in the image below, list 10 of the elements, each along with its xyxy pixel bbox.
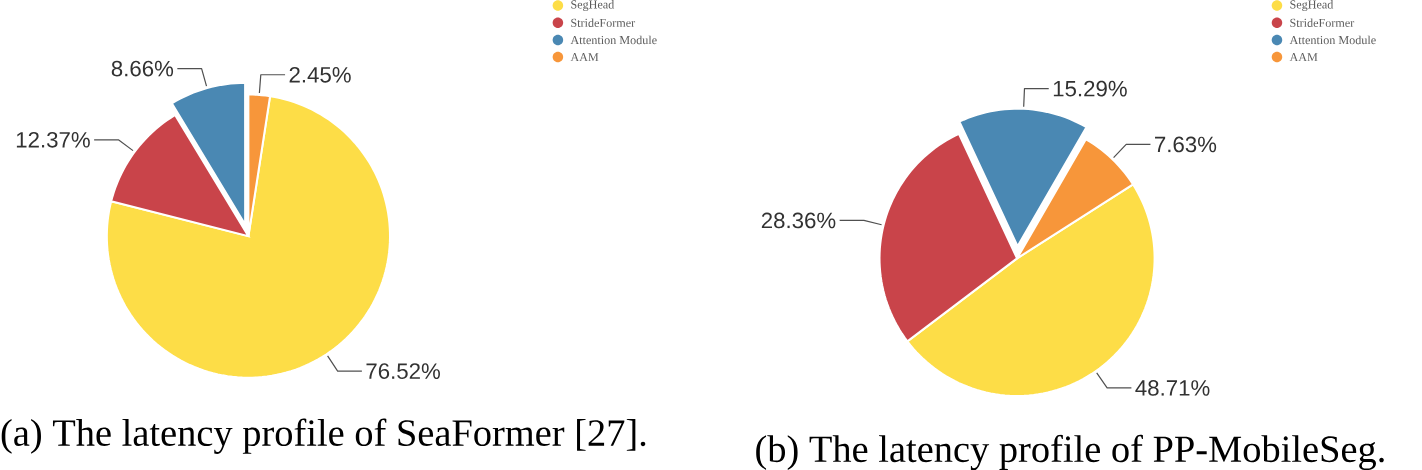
- data-label: 28.36%: [761, 212, 836, 229]
- text: (a) The latency profile of SeaFormer [27].: [1, 418, 646, 454]
- data-label: 2.45%: [289, 66, 351, 83]
- data-label: 15.29%: [1053, 80, 1127, 97]
- data-label: 12.37%: [16, 131, 90, 148]
- data-label: 8.66%: [111, 60, 174, 77]
- data-label: 7.63%: [1155, 136, 1217, 153]
- text: (b) The latency profile of PP-MobileSeg.: [756, 434, 1384, 470]
- data-label: 76.52%: [366, 363, 440, 379]
- data-label: 48.71%: [1135, 380, 1210, 396]
